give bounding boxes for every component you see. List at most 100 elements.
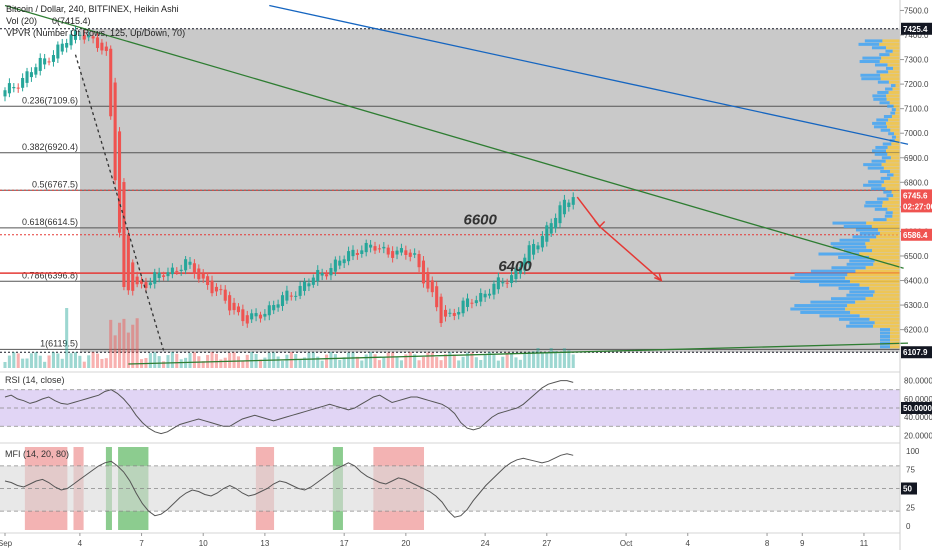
volume-profile-down <box>887 152 900 156</box>
volume-profile-down <box>881 183 900 187</box>
time-axis[interactable]: Sep 4 7 10 13 17 20 24 27 Oct 4 8 9 11 <box>0 533 869 548</box>
volume-bar <box>175 353 179 368</box>
volume-bar <box>65 308 69 368</box>
mfi-guides <box>0 465 900 512</box>
volume-bar <box>435 357 439 368</box>
volume-profile-down <box>883 166 900 170</box>
candle-body <box>540 236 544 248</box>
rsi-axis[interactable]: 80.0000 60.0000 40.0000 20.0000 50.0000 <box>901 377 932 441</box>
time-tick-label: 20 <box>401 539 410 548</box>
candle-body <box>3 90 7 97</box>
volume-bar <box>51 352 55 368</box>
volume-profile-up <box>859 60 880 64</box>
trendline[interactable] <box>128 342 909 365</box>
candle-body <box>399 248 403 253</box>
volume-bar <box>320 360 324 368</box>
volume-profile-up <box>881 156 891 160</box>
arrow-head[interactable] <box>654 273 663 282</box>
volume-profile-up <box>843 249 872 253</box>
candle-body <box>298 285 302 296</box>
volume-profile-up <box>830 297 866 301</box>
candle-body <box>272 305 276 311</box>
candle-body <box>329 268 333 276</box>
rsi-tick-label: 40.0000 <box>904 413 932 422</box>
candle-body <box>492 283 496 295</box>
volume-bar <box>457 360 461 368</box>
candle-body <box>518 267 522 274</box>
volume-profile-up <box>873 97 887 101</box>
candle-body <box>382 246 386 249</box>
candle-body <box>228 295 232 311</box>
mfi-pane[interactable]: MFI (14, 20, 80) <box>0 447 900 530</box>
trendlines[interactable] <box>4 4 909 365</box>
volume-bar <box>391 352 395 368</box>
rsi-current-label: 50.0000 <box>903 404 932 413</box>
volume-bar <box>276 356 280 368</box>
volume-profile-down <box>887 63 900 67</box>
arrow-annotations[interactable] <box>576 196 663 282</box>
trendline[interactable] <box>4 4 904 269</box>
volume-bar <box>540 352 544 368</box>
volume-profile-down <box>876 235 900 239</box>
trendline[interactable] <box>269 4 909 145</box>
volume-profile-up <box>849 321 875 325</box>
price-tick-label: 6800.0 <box>904 178 929 187</box>
volume-bar <box>100 358 104 368</box>
price-annotation[interactable]: 6600 <box>464 212 498 229</box>
arrow-line[interactable] <box>599 225 662 282</box>
candle-body <box>100 42 104 51</box>
text-annotations[interactable]: 6600 6400 <box>464 212 533 276</box>
candle-body <box>448 312 452 314</box>
volume-profile-down <box>874 259 900 263</box>
price-pane[interactable]: 0.236(7109.6) 0.382(6920.4) 0.5(6767.5) 0.6… <box>0 4 909 368</box>
volume-profile-down <box>893 104 900 108</box>
candle-body <box>514 268 518 280</box>
volume-profile-up <box>885 211 893 215</box>
mfi-axis[interactable]: 100755025050 <box>901 447 920 531</box>
candle-body <box>29 72 33 78</box>
volume-profile-up <box>885 66 893 70</box>
volume-profile-up <box>790 276 846 280</box>
volume-bar <box>558 353 562 368</box>
price-tag-label: 7425.4 <box>903 25 928 34</box>
volume-profile-down <box>890 128 900 132</box>
price-annotation[interactable]: 6400 <box>498 258 532 275</box>
volume-profile-down <box>893 194 900 198</box>
volume-profile-down <box>866 221 900 225</box>
candle-body <box>435 286 439 308</box>
candle-body <box>325 274 329 277</box>
fib-level-label: 0.5(6767.5) <box>32 179 78 189</box>
candle-body <box>60 43 64 52</box>
volume-profile-up <box>831 266 866 270</box>
price-axis[interactable]: 7500.0 7400.0 7300.0 7200.0 7100.0 7000.0 6900… <box>900 6 929 335</box>
volume-bar <box>483 354 487 368</box>
volume-bar <box>518 359 522 368</box>
volume-profile-up <box>886 194 894 198</box>
volume-bar <box>395 356 399 368</box>
volume-bar <box>47 355 51 368</box>
volume-bar <box>377 360 381 368</box>
candle-body <box>219 289 223 291</box>
candle-body <box>501 282 505 284</box>
volume-profile-up <box>800 310 851 314</box>
horizontal-lines[interactable] <box>0 189 900 274</box>
rsi-tick-label: 80.0000 <box>904 377 932 386</box>
candle-body <box>369 244 373 248</box>
volume-profile-down <box>880 77 900 81</box>
volume-bar <box>12 352 16 368</box>
candle-body <box>245 315 249 324</box>
chart-title: Bitcoin / Dollar, 240, BITFINEX, Heikin … <box>6 4 179 14</box>
volume-profile-down <box>895 111 900 115</box>
volume-profile-down <box>895 84 900 88</box>
volume-bar <box>536 348 540 368</box>
volume-profile-up <box>860 73 881 77</box>
candle-body <box>461 300 465 314</box>
volume-bar <box>439 360 443 368</box>
rsi-pane[interactable]: RSI (14, close) <box>0 375 900 435</box>
volume-profile-down <box>888 80 900 84</box>
volume-profile-up <box>849 290 875 294</box>
volume-bar <box>505 352 509 368</box>
volume-profile-up <box>861 77 881 81</box>
fib-level-label: 0.236(7109.6) <box>22 95 78 105</box>
